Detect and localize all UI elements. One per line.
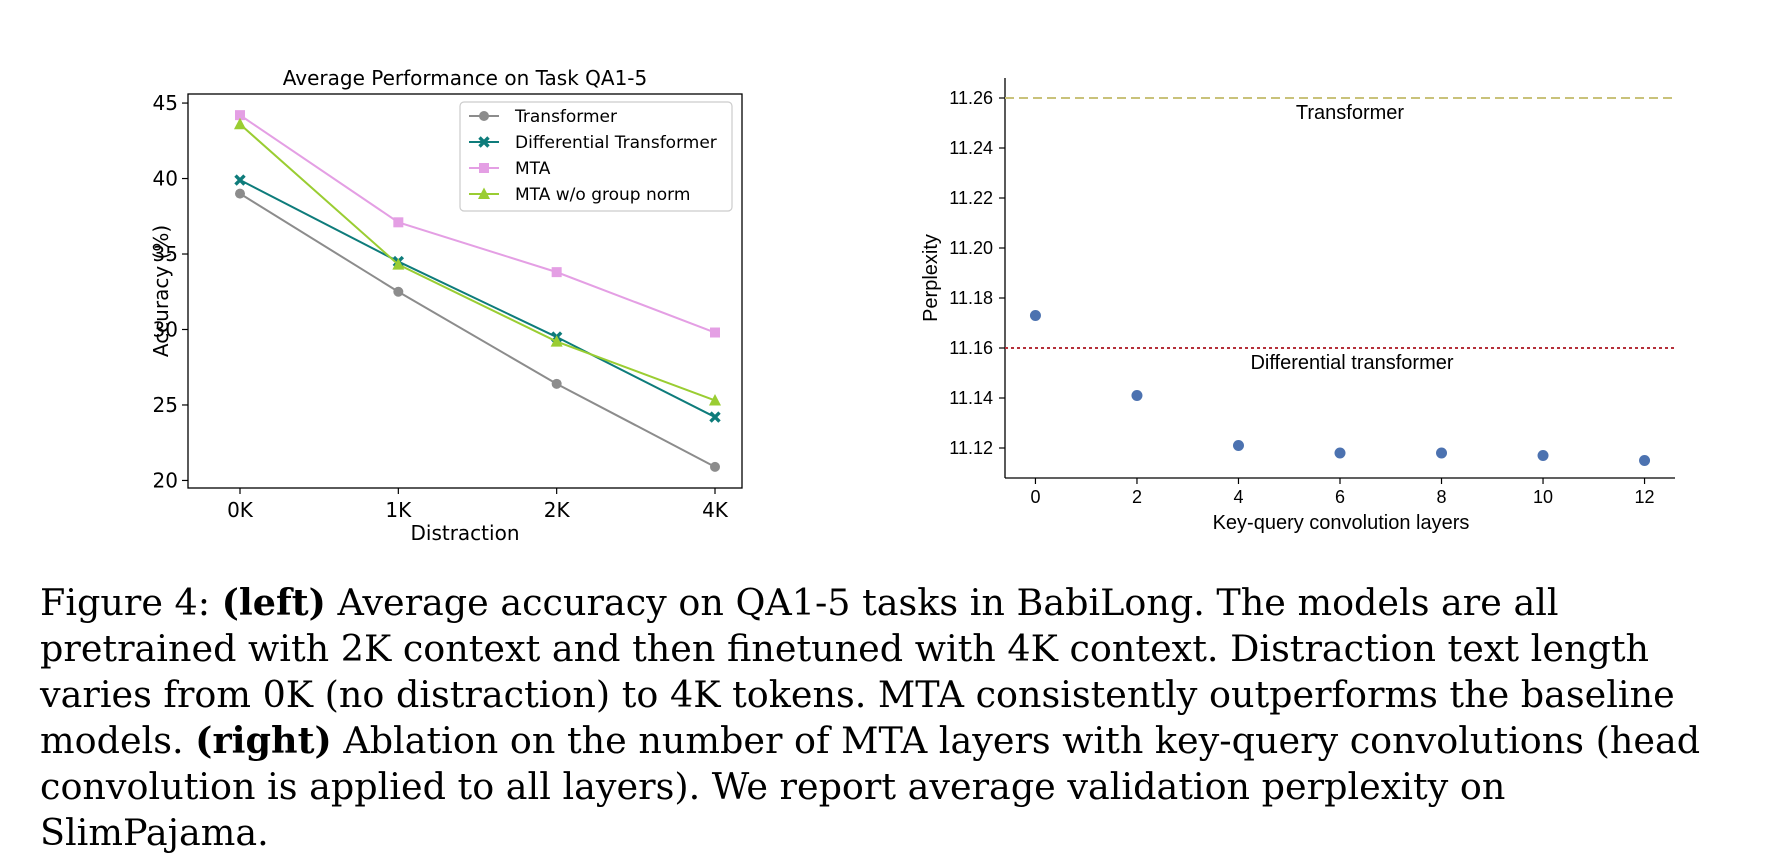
legend-marker-1 — [478, 136, 490, 148]
series-3-point — [709, 393, 721, 406]
series-0-point — [393, 286, 404, 297]
scatter-point — [1232, 440, 1244, 451]
left-xtick-label: 4K — [702, 498, 729, 522]
left-chart-title: Average Performance on Task QA1-5 — [283, 66, 647, 90]
right-ytick-label: 11.22 — [949, 188, 993, 208]
left-xtick-label: 2K — [544, 498, 571, 522]
left-ytick-label: 25 — [153, 393, 178, 417]
series-2-point — [235, 110, 245, 121]
left-ytick-label: 20 — [153, 468, 178, 492]
left-ytick-label: 40 — [153, 167, 178, 191]
legend-marker-3 — [478, 187, 490, 199]
left-plot-frame — [187, 93, 743, 489]
left-ytick-label: 45 — [153, 91, 178, 115]
series-0-point — [551, 378, 562, 389]
right-ytick-label: 11.20 — [949, 238, 993, 258]
left-ytick-label: 35 — [153, 242, 178, 266]
reference-label-0: Transformer — [1296, 102, 1405, 124]
scatter-point — [1029, 310, 1041, 321]
series-2-point — [551, 267, 562, 278]
left-chart: 20 25 30 35 40 45 0K 1K 2K 4K Average Performance … — [149, 66, 743, 545]
right-y-axis-label: Perplexity — [920, 234, 942, 322]
right-ytick-label: 11.14 — [949, 388, 993, 408]
scatter-point — [1334, 447, 1346, 459]
series-2-point — [710, 327, 720, 338]
reference-label-1: Differential transformer — [1250, 352, 1453, 374]
left-ytick-label: 30 — [153, 317, 178, 341]
scatter-point — [1537, 450, 1549, 461]
legend-marker-2 — [479, 163, 489, 173]
left-xtick-label: 1K — [385, 498, 412, 522]
left-x-axis-label: Distraction — [410, 521, 519, 545]
series-line-3 — [239, 123, 716, 402]
series-line-1 — [239, 179, 716, 418]
right-ytick-label: 11.12 — [949, 438, 993, 458]
caption-part2: Ablation on the number of MTA layers wit… — [40, 719, 1701, 854]
right-ytick-label: 11.26 — [949, 88, 993, 108]
right-xtick-label: 12 — [1635, 487, 1655, 507]
caption-right-tag: (right) — [195, 719, 332, 762]
right-chart: 11.12 11.14 11.16 11.18 11.20 11.22 11.24 11.26… — [920, 78, 1675, 534]
series-line-0 — [239, 192, 716, 468]
series-0-point — [710, 461, 720, 472]
legend-label-2: MTA — [515, 159, 551, 179]
caption-part1: Average accuracy on QA1-5 tasks in BabiL… — [40, 581, 1675, 762]
series-2-point — [393, 217, 404, 228]
right-xtick-label: 0 — [1030, 487, 1040, 507]
legend-label-0: Transformer — [514, 107, 617, 127]
right-ytick-label: 11.16 — [949, 338, 993, 358]
scatter-point — [1639, 455, 1651, 466]
series-line-2 — [239, 114, 716, 334]
series-1-point — [234, 174, 246, 186]
series-3-point — [550, 335, 563, 347]
series-0-point — [235, 188, 245, 199]
scatter-point — [1436, 447, 1448, 459]
right-x-axis-label: Key-query convolution layers — [1213, 512, 1470, 534]
scatter-point — [1131, 390, 1143, 401]
right-ytick-label: 11.24 — [949, 138, 993, 158]
series-1-point — [709, 411, 721, 423]
figure-caption: Figure 4: (left) Average accuracy on QA1… — [40, 580, 1740, 856]
legend-label-3: MTA w/o group norm — [515, 185, 690, 205]
right-xtick-label: 10 — [1533, 487, 1553, 507]
series-3-point — [234, 117, 246, 130]
series-3-point — [392, 258, 405, 270]
left-xtick-label: 0K — [227, 498, 254, 522]
right-xtick-label: 4 — [1233, 487, 1243, 507]
left-y-axis-label: Accuracy (%) — [149, 225, 173, 357]
caption-prefix: Figure 4: — [40, 581, 222, 624]
left-legend-box — [459, 101, 733, 212]
legend-marker-0 — [479, 111, 489, 121]
caption-left-tag: (left) — [221, 581, 326, 624]
right-xtick-label: 6 — [1335, 487, 1345, 507]
legend-label-1: Differential Transformer — [515, 133, 717, 153]
right-xtick-label: 8 — [1437, 487, 1447, 507]
right-ytick-label: 11.18 — [949, 288, 993, 308]
right-xtick-label: 2 — [1132, 487, 1142, 507]
